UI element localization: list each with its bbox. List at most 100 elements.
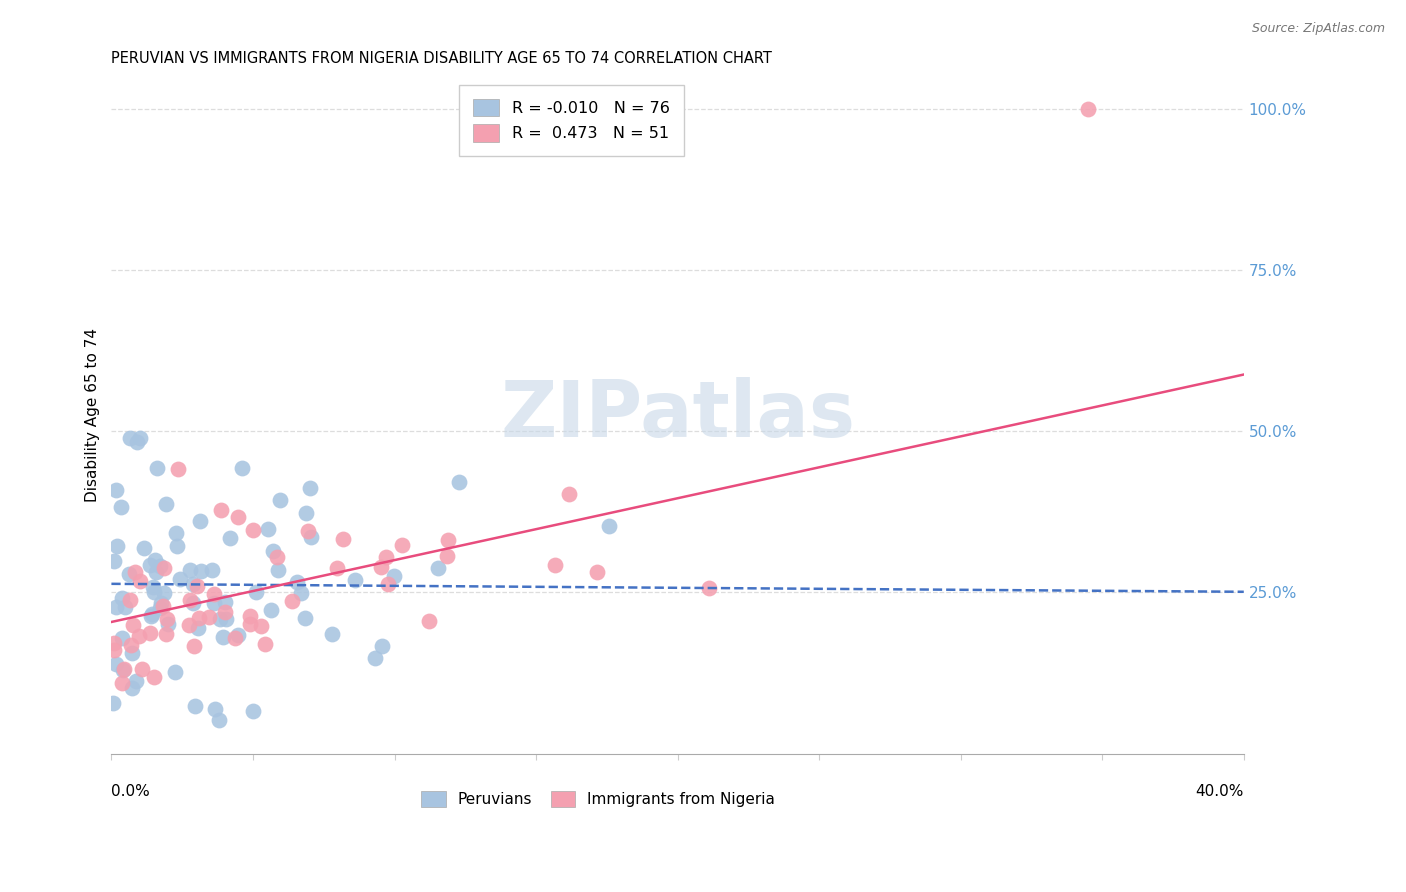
Point — [544, 558, 567, 573]
Point — [139, 625, 162, 640]
Text: ZIPatlas: ZIPatlas — [501, 377, 855, 453]
Point — [179, 593, 201, 607]
Point — [111, 631, 134, 645]
Point — [143, 670, 166, 684]
Text: 0.0%: 0.0% — [111, 784, 150, 799]
Point — [418, 615, 440, 629]
Point — [169, 572, 191, 586]
Point — [208, 713, 231, 727]
Point — [257, 522, 280, 536]
Point — [155, 626, 177, 640]
Point — [143, 585, 166, 599]
Point — [228, 628, 250, 642]
Point — [129, 431, 152, 445]
Point — [143, 553, 166, 567]
Point — [250, 618, 273, 632]
Point — [269, 493, 291, 508]
Point — [110, 500, 132, 514]
Point — [148, 559, 170, 574]
Point — [111, 663, 134, 677]
Point — [598, 519, 620, 533]
Point — [364, 651, 387, 665]
Point — [105, 483, 128, 498]
Point — [142, 580, 165, 594]
Point — [114, 600, 136, 615]
Point — [197, 610, 219, 624]
Point — [181, 576, 204, 591]
Point — [344, 574, 367, 588]
Point — [103, 636, 125, 650]
Point — [242, 523, 264, 537]
Point — [141, 609, 163, 624]
Point — [118, 567, 141, 582]
Point — [201, 563, 224, 577]
Point — [245, 585, 267, 599]
Point — [183, 640, 205, 654]
Point — [326, 561, 349, 575]
Point — [105, 539, 128, 553]
Point — [371, 639, 394, 653]
Point — [145, 566, 167, 580]
Point — [332, 532, 354, 546]
Point — [156, 612, 179, 626]
Point — [391, 538, 413, 552]
Point — [120, 638, 142, 652]
Point — [186, 579, 208, 593]
Point — [152, 599, 174, 614]
Point — [298, 481, 321, 495]
Point — [156, 617, 179, 632]
Point — [375, 550, 398, 565]
Point — [253, 637, 276, 651]
Point — [447, 475, 470, 490]
Text: 40.0%: 40.0% — [1195, 784, 1244, 799]
Point — [149, 601, 172, 615]
Point — [146, 460, 169, 475]
Point — [153, 586, 176, 600]
Point — [239, 616, 262, 631]
Point — [209, 503, 232, 517]
Point — [181, 596, 204, 610]
Point — [215, 611, 238, 625]
Point — [437, 533, 460, 548]
Point — [128, 629, 150, 643]
Point — [204, 702, 226, 716]
Point — [204, 596, 226, 610]
Point — [321, 627, 343, 641]
Point — [139, 558, 162, 572]
Point — [231, 460, 253, 475]
Point — [111, 676, 134, 690]
Y-axis label: Disability Age 65 to 74: Disability Age 65 to 74 — [86, 328, 100, 502]
Point — [377, 577, 399, 591]
Point — [294, 611, 316, 625]
Point — [111, 591, 134, 605]
Point — [295, 507, 318, 521]
Point — [212, 630, 235, 644]
Point — [124, 565, 146, 579]
Point — [242, 704, 264, 718]
Point — [150, 596, 173, 610]
Point — [557, 486, 579, 500]
Point — [125, 674, 148, 689]
Point — [128, 574, 150, 588]
Point — [266, 550, 288, 565]
Point — [214, 606, 236, 620]
Point — [290, 586, 312, 600]
Point — [155, 497, 177, 511]
Point — [118, 431, 141, 445]
Point — [122, 617, 145, 632]
Point — [297, 524, 319, 538]
Point — [285, 574, 308, 589]
Point — [224, 631, 246, 645]
Point — [179, 563, 201, 577]
Text: Source: ZipAtlas.com: Source: ZipAtlas.com — [1251, 22, 1385, 36]
Point — [118, 592, 141, 607]
Point — [112, 662, 135, 676]
Point — [239, 609, 262, 624]
Point — [209, 612, 232, 626]
Point — [125, 434, 148, 449]
Point — [184, 698, 207, 713]
Point — [104, 657, 127, 672]
Point — [187, 621, 209, 635]
Point — [131, 662, 153, 676]
Point — [121, 646, 143, 660]
